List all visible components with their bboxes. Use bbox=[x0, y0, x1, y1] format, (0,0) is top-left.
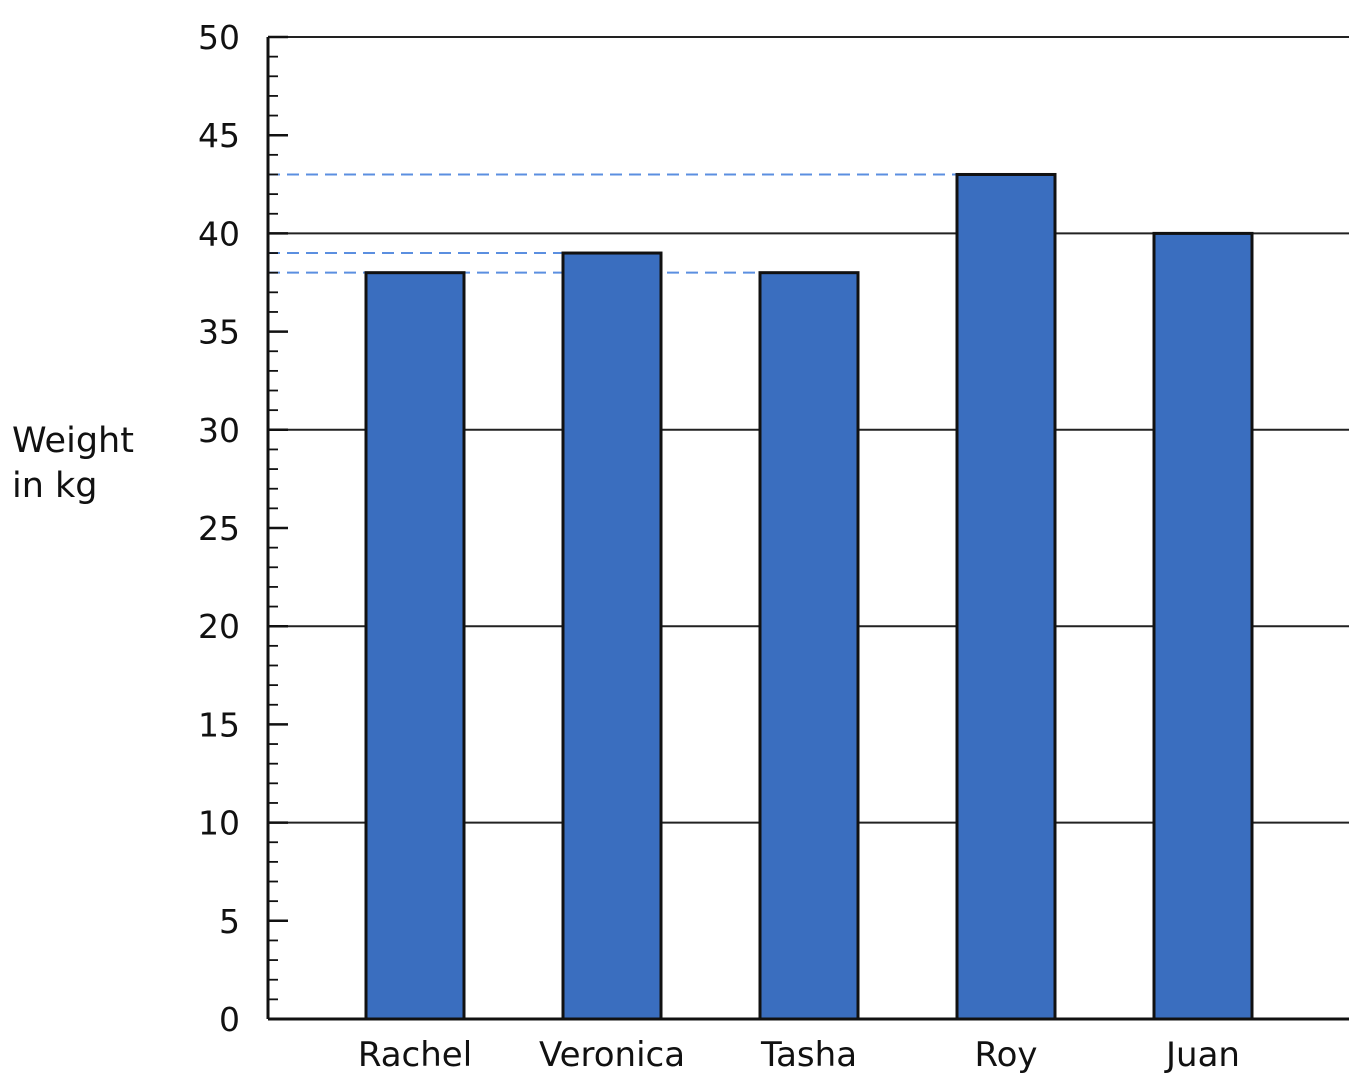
y-tick-labels: 0 5 10 15 20 25 30 35 40 45 50 bbox=[198, 18, 240, 1039]
reference-lines bbox=[268, 173, 957, 274]
category-label-veronica: Veronica bbox=[539, 1035, 685, 1075]
bar-juan bbox=[1152, 231, 1254, 1021]
y-tick-label-50: 50 bbox=[198, 18, 240, 57]
bar-veronica bbox=[561, 251, 663, 1021]
y-tick-label-20: 20 bbox=[198, 607, 240, 646]
category-label-rachel: Rachel bbox=[358, 1035, 472, 1075]
bars bbox=[364, 172, 1254, 1021]
y-tick-label-35: 35 bbox=[198, 313, 240, 352]
category-label-juan: Juan bbox=[1164, 1035, 1240, 1075]
y-tick-label-5: 5 bbox=[219, 902, 240, 941]
category-label-tasha: Tasha bbox=[760, 1035, 857, 1075]
y-tick-label-25: 25 bbox=[198, 509, 240, 548]
y-tick-label-40: 40 bbox=[198, 214, 240, 253]
bar-roy bbox=[955, 172, 1057, 1021]
y-tick-label-45: 45 bbox=[198, 116, 240, 155]
category-labels: Rachel Veronica Tasha Roy Juan bbox=[358, 1035, 1240, 1075]
bar-tasha bbox=[758, 271, 860, 1021]
y-tick-label-15: 15 bbox=[198, 705, 240, 744]
y-axis-label-line-1: Weight bbox=[12, 421, 134, 461]
y-tick-label-10: 10 bbox=[198, 804, 240, 843]
bar-rachel bbox=[364, 271, 466, 1021]
y-axis bbox=[266, 35, 1349, 1021]
y-tick-label-30: 30 bbox=[198, 411, 240, 450]
y-tick-label-0: 0 bbox=[219, 1000, 240, 1039]
y-axis-label-line-2: in kg bbox=[12, 466, 98, 506]
category-label-roy: Roy bbox=[974, 1035, 1037, 1075]
